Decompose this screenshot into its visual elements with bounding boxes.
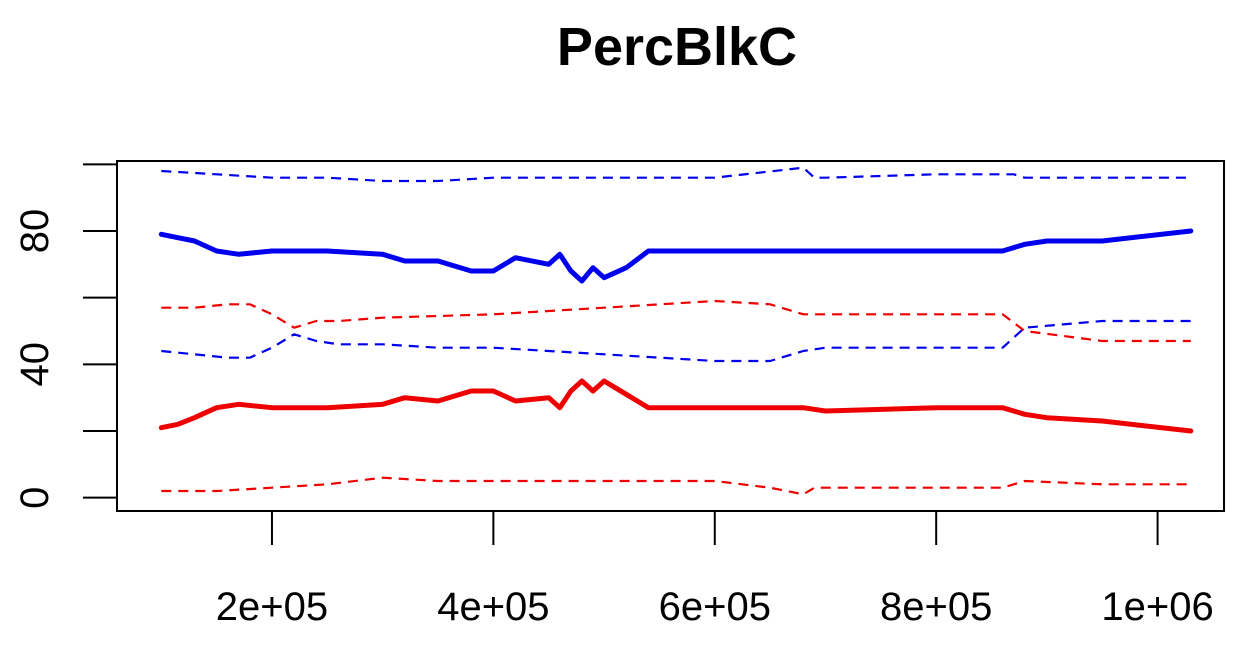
x-tick-label: 4e+05 bbox=[437, 585, 549, 629]
blue-solid-series-line-0 bbox=[158, 228, 1194, 284]
blue-dashed-series-line-1 bbox=[161, 166, 1191, 183]
blue-dashed-series-line-2 bbox=[161, 319, 1191, 363]
series-layer bbox=[158, 166, 1194, 496]
plot-frame bbox=[116, 160, 1225, 512]
x-tick-label: 6e+05 bbox=[659, 585, 771, 629]
x-tick-label: 2e+05 bbox=[216, 585, 328, 629]
red-solid-series-line-3 bbox=[158, 378, 1194, 434]
x-tick-label: 8e+05 bbox=[880, 585, 992, 629]
y-axis: 0 40 80 bbox=[13, 163, 118, 509]
red-dashed-series-line-4 bbox=[161, 299, 1191, 343]
y-tick-label: 80 bbox=[13, 209, 57, 254]
y-tick-label: 0 bbox=[13, 487, 57, 509]
x-axis: 2e+05 4e+05 6e+05 8e+05 1e+06 bbox=[216, 510, 1214, 629]
chart-title: PercBlkC bbox=[557, 17, 797, 77]
y-tick-label: 40 bbox=[13, 342, 57, 387]
x-tick-label: 1e+06 bbox=[1101, 585, 1213, 629]
red-dashed-series-line-5 bbox=[161, 476, 1191, 496]
